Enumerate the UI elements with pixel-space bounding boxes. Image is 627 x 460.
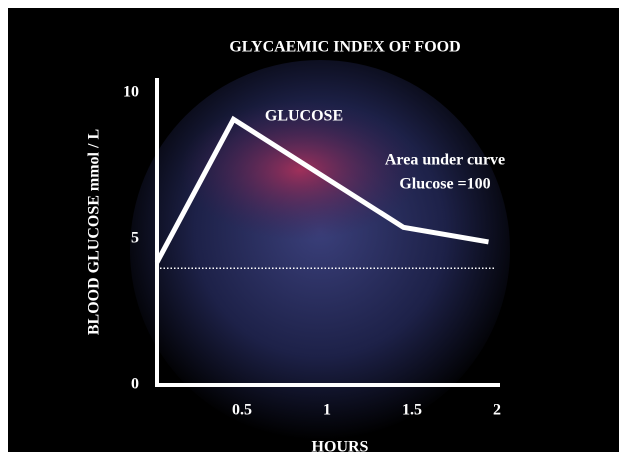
- annotation: Area under curve: [385, 152, 505, 169]
- chart: GLYCAEMIC INDEX OF FOOD HOURS BLOOD GLUC…: [0, 0, 627, 460]
- y-axis-label: BLOOD GLUCOSE mmol / L: [86, 129, 103, 335]
- series-label: GLUCOSE: [265, 108, 343, 125]
- y-tick-label: 5: [131, 230, 139, 247]
- x-tick-label: 1: [323, 402, 331, 419]
- y-tick-label: 10: [123, 84, 139, 101]
- x-axis-label: HOURS: [312, 439, 369, 456]
- x-tick-label: 0.5: [232, 402, 252, 419]
- annotation: Glucose =100: [399, 176, 490, 193]
- y-tick-label: 0: [131, 376, 139, 393]
- x-tick-label: 2: [493, 402, 501, 419]
- chart-title: GLYCAEMIC INDEX OF FOOD: [229, 39, 460, 56]
- x-tick-label: 1.5: [402, 402, 422, 419]
